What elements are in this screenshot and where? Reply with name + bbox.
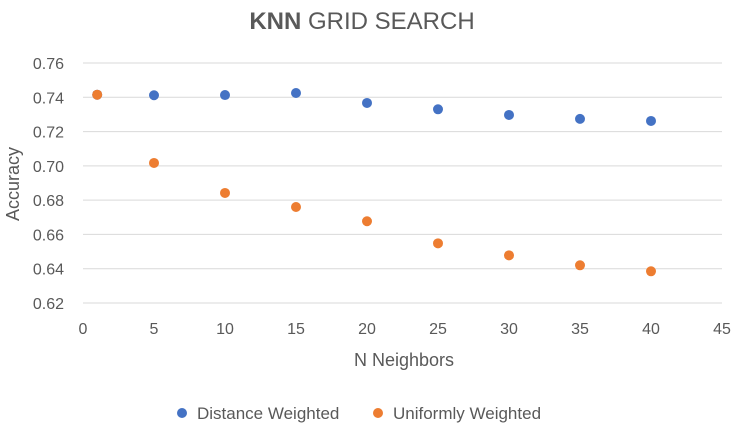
- point-series-2: [92, 89, 103, 100]
- legend: Distance Weighted Uniformly Weighted: [177, 404, 541, 423]
- y-tick-label: 0.64: [33, 262, 64, 279]
- point-series-2: [149, 157, 159, 168]
- legend-marker-1: [177, 408, 187, 418]
- chart-title: KNN GRID SEARCH: [249, 8, 474, 35]
- x-tick-label: 0: [79, 321, 88, 338]
- legend-marker-2: [373, 408, 383, 418]
- y-tick-label: 0.74: [33, 90, 64, 107]
- y-tick-label: 0.72: [33, 125, 64, 142]
- legend-label-2: Uniformly Weighted: [393, 404, 541, 423]
- y-tick-label: 0.66: [33, 227, 64, 244]
- gridlines: [83, 62, 722, 304]
- x-tick-label: 5: [150, 321, 159, 338]
- x-tick-label: 10: [216, 321, 234, 338]
- point-series-2: [433, 238, 443, 249]
- x-axis-ticks: 0 5 10 15 20 25 30 35 40 45: [79, 321, 731, 338]
- x-tick-label: 25: [429, 321, 447, 338]
- x-tick-label: 15: [287, 321, 305, 338]
- point-series-1: [646, 115, 656, 126]
- x-tick-label: 45: [713, 321, 731, 338]
- point-series-2: [646, 266, 656, 277]
- point-series-1: [291, 88, 301, 98]
- x-tick-label: 35: [571, 321, 589, 338]
- y-tick-label: 0.62: [33, 296, 64, 313]
- x-tick-label: 40: [642, 321, 660, 338]
- y-axis-title: Accuracy: [3, 147, 23, 221]
- point-series-1: [433, 104, 443, 115]
- point-series-1: [149, 90, 159, 101]
- point-series-2: [362, 216, 372, 227]
- x-axis-title: N Neighbors: [354, 350, 454, 370]
- y-tick-label: 0.76: [33, 56, 64, 73]
- data-points: [92, 88, 656, 277]
- y-tick-label: 0.68: [33, 193, 64, 210]
- y-tick-label: 0.70: [33, 159, 64, 176]
- x-tick-label: 30: [500, 321, 518, 338]
- chart-title-bold: KNN: [249, 8, 301, 35]
- chart-title-rest: GRID SEARCH: [301, 8, 474, 35]
- point-series-2: [291, 202, 301, 212]
- point-series-1: [504, 109, 514, 120]
- point-series-1: [220, 90, 230, 101]
- point-series-1: [575, 113, 585, 124]
- x-tick-label: 20: [358, 321, 376, 338]
- point-series-1: [362, 97, 372, 108]
- legend-label-1: Distance Weighted: [197, 404, 339, 423]
- y-axis-ticks: 0.62 0.64 0.66 0.68 0.70 0.72 0.74 0.76: [33, 56, 64, 313]
- point-series-2: [504, 250, 514, 261]
- point-series-2: [575, 260, 585, 271]
- point-series-2: [220, 187, 230, 198]
